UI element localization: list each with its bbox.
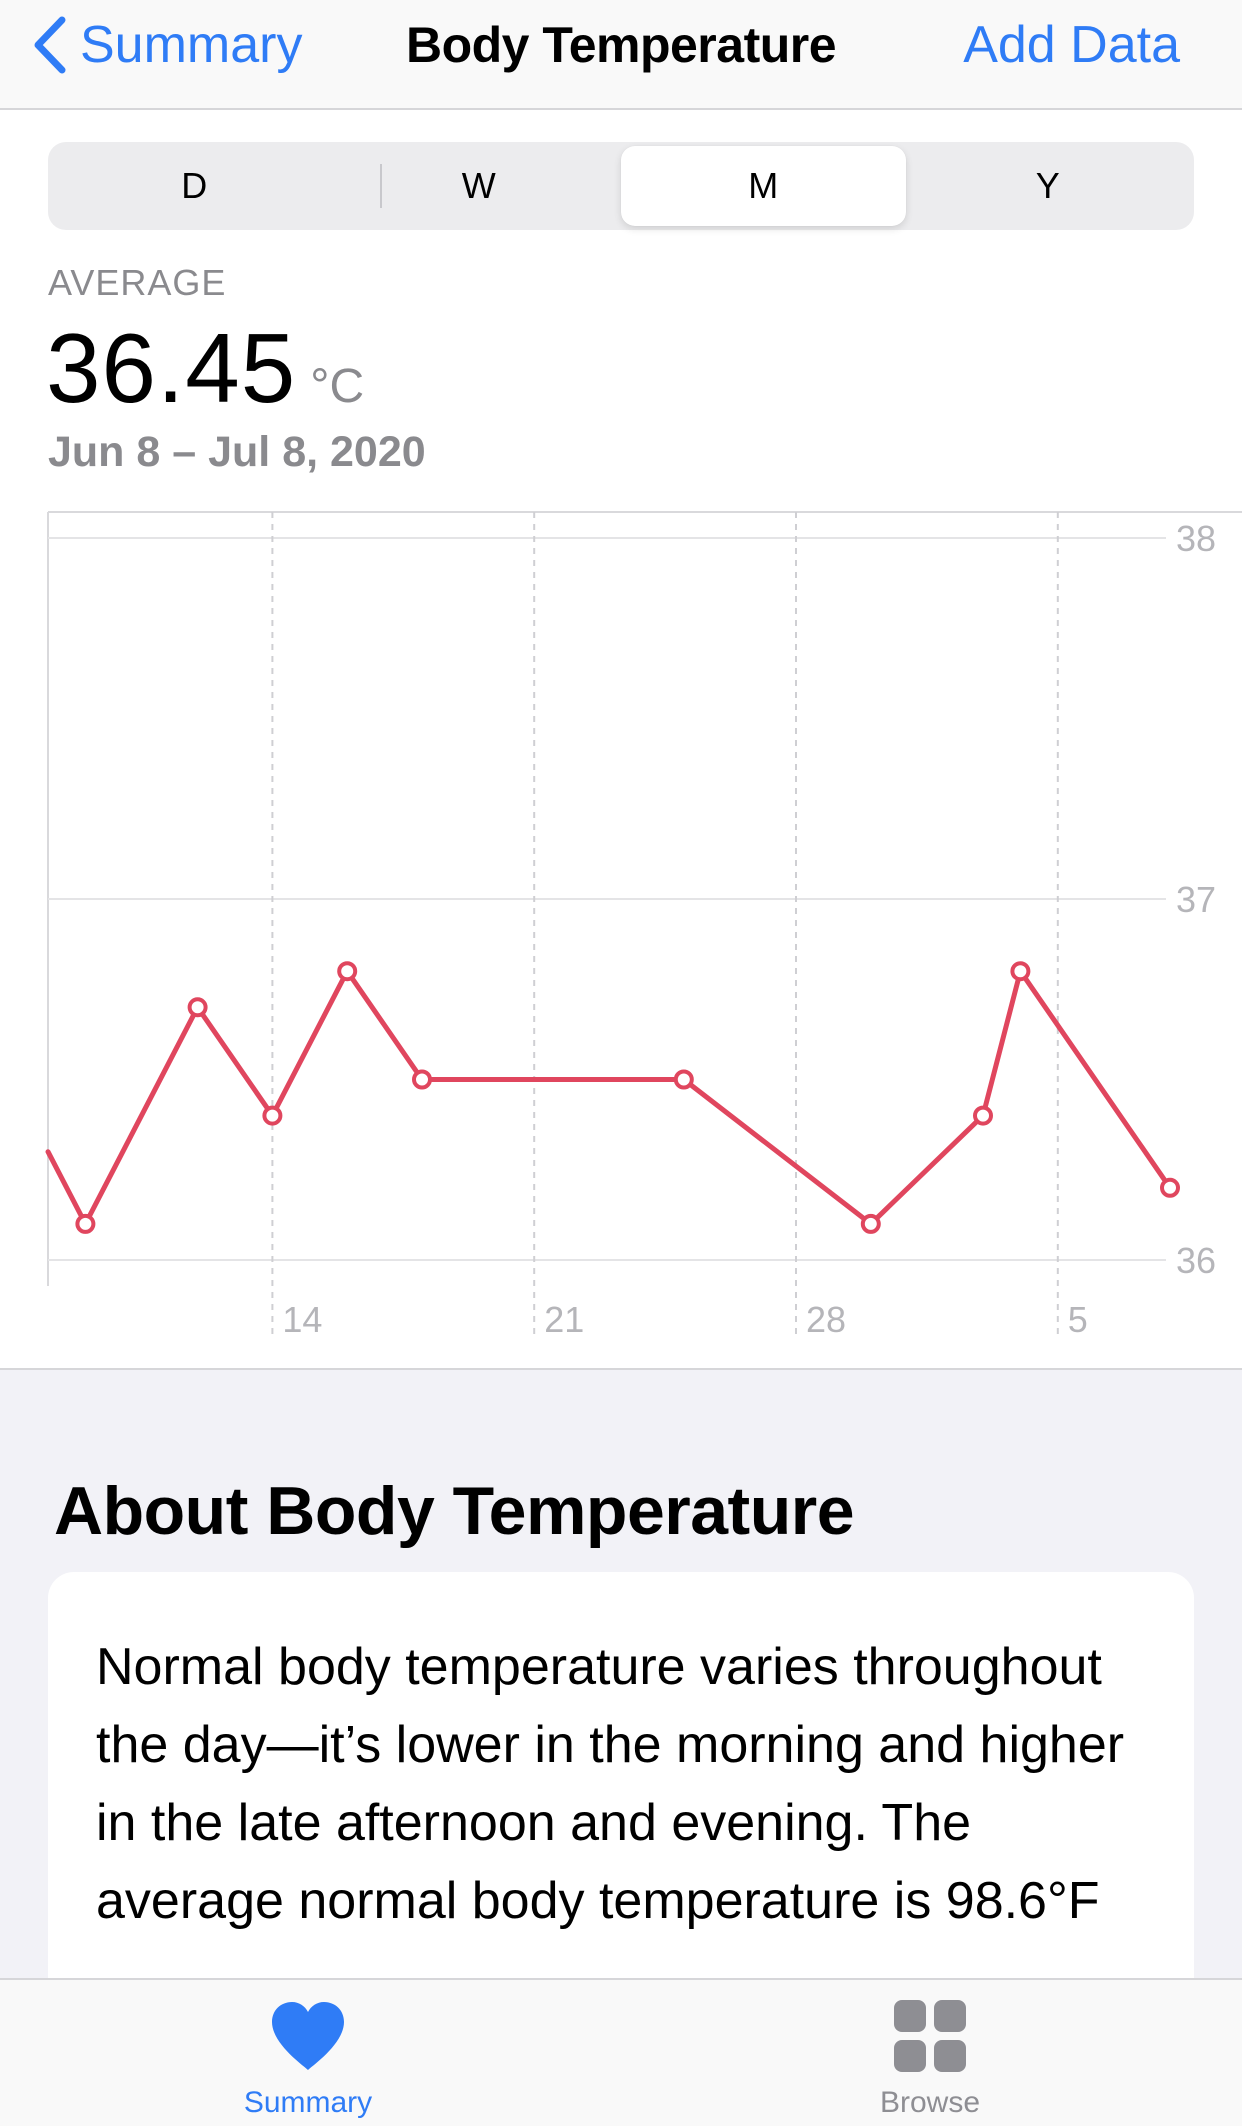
navigation-bar: Summary Body Temperature Add Data xyxy=(0,0,1242,110)
tab-browse[interactable]: Browse xyxy=(780,1980,1080,2126)
about-text: Normal body temperature varies throughou… xyxy=(96,1638,1125,1930)
date-range: Jun 8 – Jul 8, 2020 xyxy=(48,428,426,476)
x-tick-label: 28 xyxy=(806,1299,846,1340)
y-tick-label: 37 xyxy=(1176,879,1216,920)
segment-year[interactable]: Y xyxy=(1035,165,1060,206)
page-title: Body Temperature xyxy=(405,17,837,73)
chart-svg: 36 37 38 14 21 28 5 xyxy=(45,511,1242,1340)
temperature-line xyxy=(45,968,1173,1227)
data-point xyxy=(673,1069,694,1090)
x-tick-label: 21 xyxy=(544,1299,584,1340)
data-point xyxy=(262,1105,283,1126)
temperature-chart[interactable]: 36 37 38 14 21 28 5 xyxy=(0,500,1242,1340)
add-data-button[interactable]: Add Data xyxy=(963,16,1180,74)
x-tick-label: 14 xyxy=(282,1299,322,1340)
y-tick-label: 36 xyxy=(1176,1240,1216,1281)
data-point xyxy=(1160,1177,1180,1198)
tab-summary-label: Summary xyxy=(243,2086,373,2119)
back-button[interactable]: Summary xyxy=(30,10,302,80)
grid-icon xyxy=(890,1998,970,2074)
segment-month[interactable]: M xyxy=(621,146,906,226)
segment-week[interactable]: W xyxy=(461,165,496,206)
segment-divider xyxy=(380,164,382,208)
tab-browse-label: Browse xyxy=(879,2086,981,2119)
tab-summary[interactable]: Summary xyxy=(158,1980,458,2126)
data-point xyxy=(337,961,358,982)
data-point xyxy=(973,1105,993,1126)
chevron-left-icon xyxy=(34,16,66,74)
time-range-segmented-control: D W M Y xyxy=(48,142,1194,230)
data-point xyxy=(1010,961,1031,982)
data-point xyxy=(75,1213,96,1234)
heart-icon xyxy=(268,1998,348,2074)
data-point xyxy=(412,1069,432,1090)
y-tick-label: 38 xyxy=(1176,518,1216,559)
average-label: AVERAGE xyxy=(48,262,227,303)
about-title: About Body Temperature xyxy=(54,1473,855,1549)
average-unit: °C xyxy=(310,360,365,413)
x-tick-label: 5 xyxy=(1068,1299,1088,1340)
segment-day[interactable]: D xyxy=(181,165,208,206)
tab-bar: Summary Browse xyxy=(0,1978,1242,2126)
average-value: 36.45 xyxy=(46,313,297,423)
average-value-row: 36.45 °C xyxy=(46,312,364,425)
data-point xyxy=(860,1213,881,1234)
back-button-label: Summary xyxy=(80,16,303,74)
data-point xyxy=(187,997,208,1018)
